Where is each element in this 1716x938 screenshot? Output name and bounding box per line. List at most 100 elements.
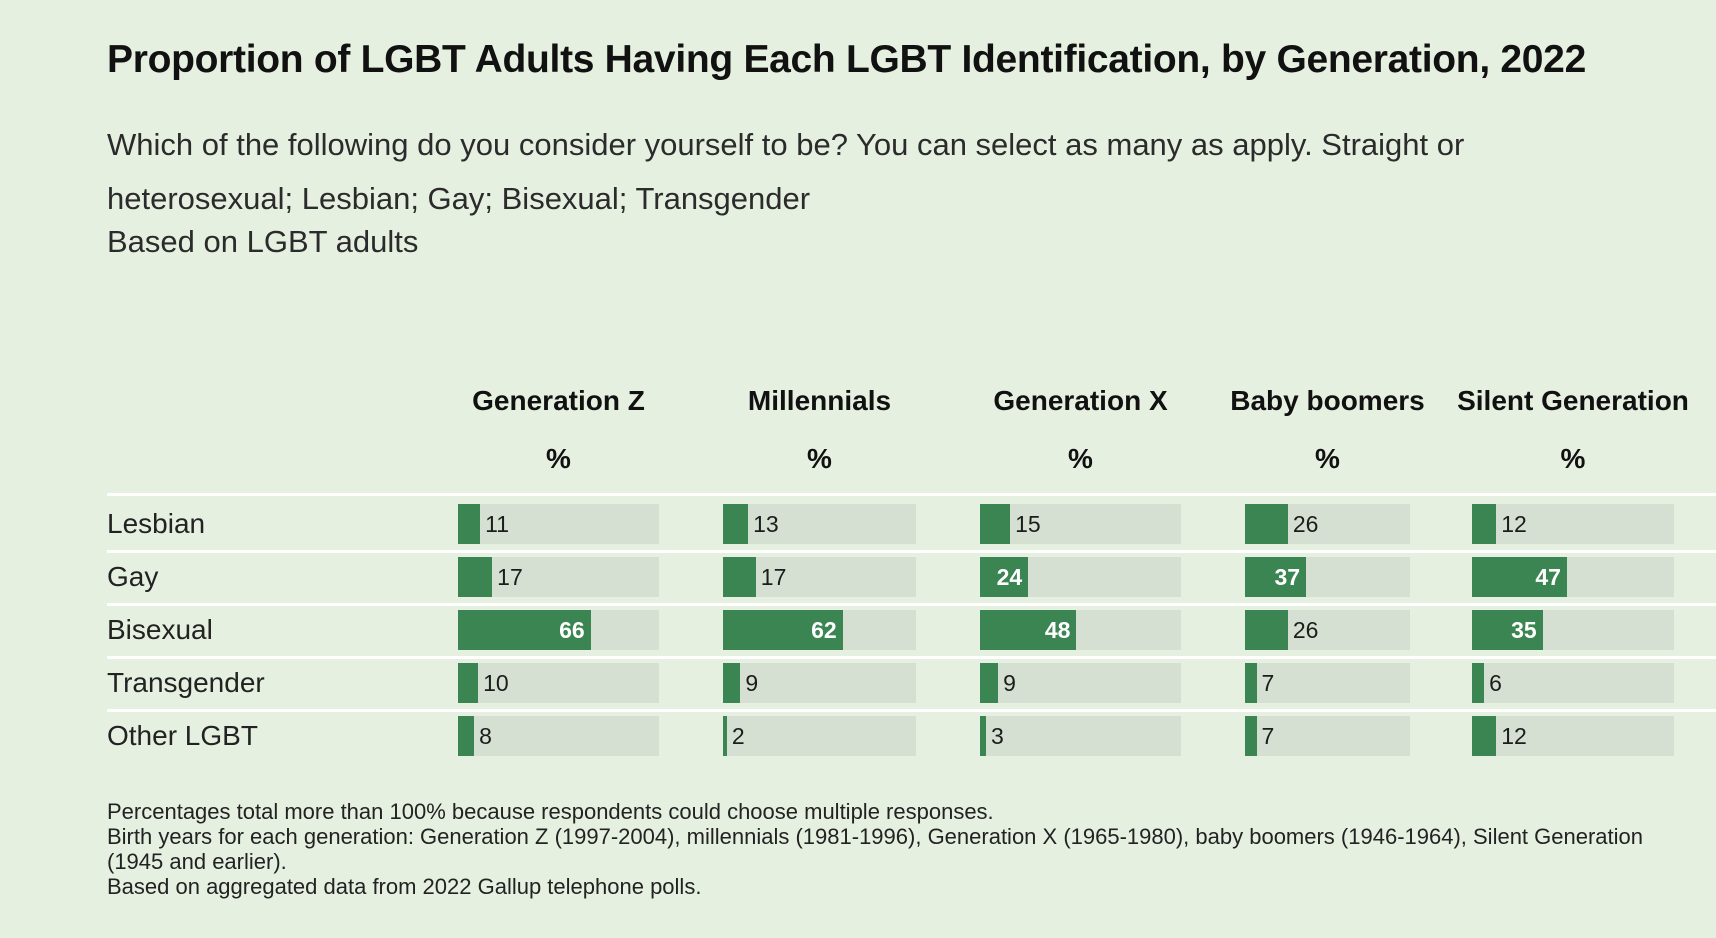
bar-track: 12 (1472, 716, 1674, 756)
bar-track: 62 (723, 610, 916, 650)
bar-track: 66 (458, 610, 659, 650)
column-header: Baby boomers (1230, 385, 1425, 416)
bar (723, 716, 727, 756)
data-label: 48 (1044, 617, 1071, 643)
row-divider (107, 656, 1716, 659)
bar (458, 663, 479, 703)
data-label: 13 (753, 511, 779, 537)
row-label: Transgender (107, 667, 265, 698)
bar (1245, 663, 1257, 703)
bar (458, 557, 493, 597)
bar-track: 9 (723, 663, 916, 703)
row-divider (107, 550, 1716, 553)
bar (1245, 610, 1288, 650)
data-label: 7 (1261, 670, 1275, 696)
bar (980, 610, 1077, 650)
bar (458, 504, 481, 544)
column-header: Millennials (747, 385, 892, 416)
data-label: 2 (731, 723, 745, 749)
row-label: Bisexual (107, 614, 213, 645)
row-divider (107, 709, 1716, 712)
data-label: 17 (760, 564, 787, 590)
bar-track: 37 (1245, 557, 1410, 597)
bar-track: 35 (1472, 610, 1674, 650)
chart-title: Proportion of LGBT Adults Having Each LG… (107, 38, 1586, 81)
bar (1245, 557, 1307, 597)
bar-track: 11 (458, 504, 659, 544)
bar (1472, 663, 1485, 703)
bar (1245, 504, 1288, 544)
bar (458, 716, 475, 756)
bar-track: 24 (980, 557, 1181, 597)
data-label: 35 (1511, 617, 1537, 643)
bar (980, 504, 1011, 544)
bar-track: 47 (1472, 557, 1674, 597)
column-header: Silent Generation (1457, 385, 1689, 416)
bar-track: 10 (458, 663, 659, 703)
data-label: 11 (485, 511, 509, 537)
unit-label: % (1068, 443, 1093, 474)
base-note: Based on LGBT adults (107, 224, 419, 259)
column-header: Generation Z (472, 385, 645, 416)
bar (458, 610, 591, 650)
bar (980, 716, 987, 756)
footnote: Percentages total more than 100% because… (107, 799, 994, 824)
bar-track: 7 (1245, 663, 1410, 703)
bar (723, 504, 749, 544)
bar (1472, 504, 1497, 544)
bar-track: 6 (1472, 663, 1674, 703)
data-label: 9 (745, 670, 759, 696)
bar (1245, 716, 1257, 756)
header-divider (107, 493, 1716, 496)
data-label: 66 (559, 617, 585, 643)
data-label: 12 (1501, 511, 1527, 537)
row-divider (107, 603, 1716, 606)
data-label: 24 (996, 564, 1023, 590)
bar-track: 13 (723, 504, 916, 544)
unit-label: % (546, 443, 571, 474)
chart-subtitle: Which of the following do you consider y… (107, 127, 1465, 216)
bar-track: 26 (1245, 610, 1410, 650)
row-label: Other LGBT (107, 720, 258, 751)
row-label: Lesbian (107, 508, 206, 539)
footnote: Birth years for each generation: Generat… (107, 824, 1644, 874)
data-label: 26 (1292, 511, 1319, 537)
data-label: 9 (1003, 670, 1016, 696)
data-label: 26 (1292, 617, 1319, 643)
bar (980, 557, 1029, 597)
footnote: Based on aggregated data from 2022 Gallu… (107, 874, 702, 899)
bar-track: 2 (723, 716, 916, 756)
bar-track: 8 (458, 716, 659, 756)
column-header: Generation X (993, 385, 1168, 416)
data-label: 15 (1015, 511, 1041, 537)
bar-track: 9 (980, 663, 1181, 703)
bar-track: 17 (723, 557, 916, 597)
bar (980, 663, 999, 703)
bar-track: 15 (980, 504, 1181, 544)
data-label: 8 (479, 723, 492, 749)
bar-track: 3 (980, 716, 1181, 756)
bar (723, 663, 741, 703)
bar-track: 7 (1245, 716, 1410, 756)
bar-track: 17 (458, 557, 659, 597)
bar-track: 12 (1472, 504, 1674, 544)
bar-track: 26 (1245, 504, 1410, 544)
unit-label: % (1560, 443, 1586, 474)
data-label: 62 (811, 617, 837, 643)
unit-label: % (1315, 443, 1340, 474)
data-label: 3 (991, 723, 1004, 749)
data-label: 12 (1501, 723, 1527, 749)
bar (1472, 716, 1497, 756)
row-label: Gay (107, 561, 159, 592)
data-label: 47 (1535, 564, 1561, 590)
bar (723, 557, 756, 597)
bar (723, 610, 843, 650)
bar (1472, 557, 1567, 597)
bar (1472, 610, 1543, 650)
data-label: 37 (1274, 564, 1301, 590)
data-label: 7 (1261, 723, 1275, 749)
data-label: 17 (497, 564, 523, 590)
data-label: 6 (1489, 670, 1502, 696)
data-label: 10 (483, 670, 509, 696)
unit-label: % (807, 443, 832, 474)
